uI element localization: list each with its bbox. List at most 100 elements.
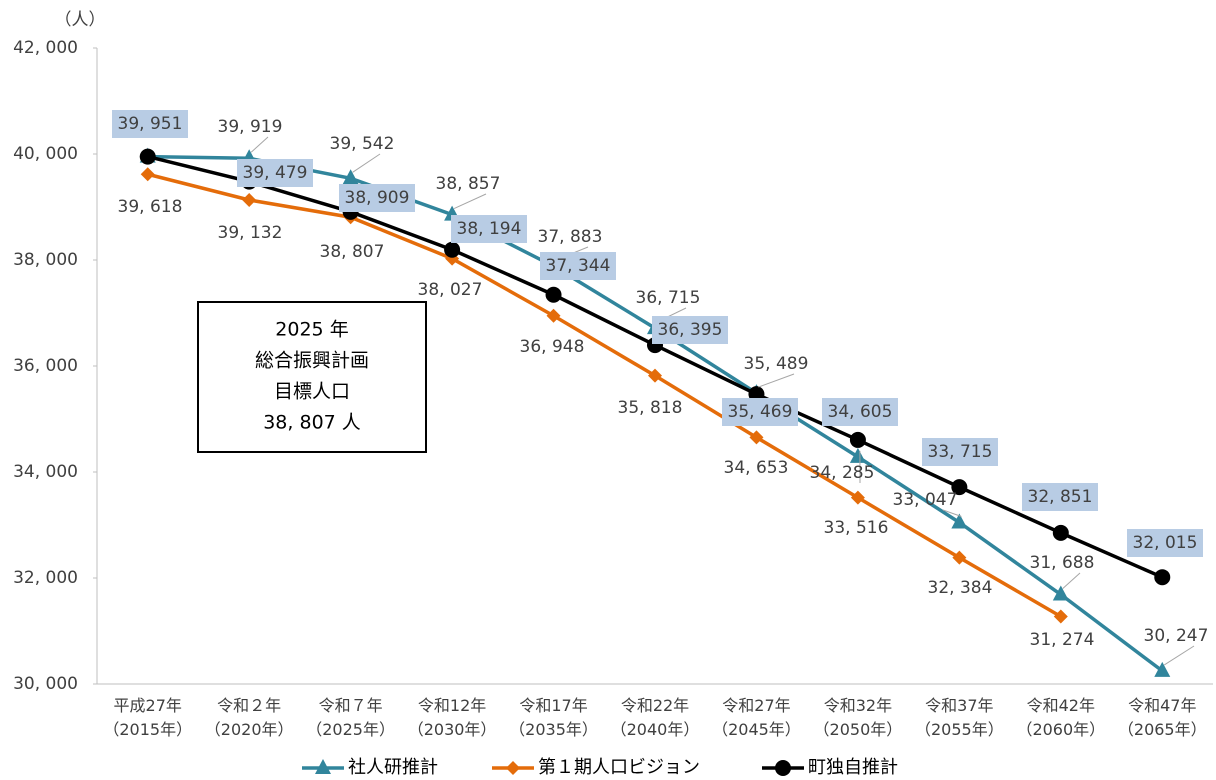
data-label: 35, 469: [728, 402, 793, 422]
data-label: 33, 715: [928, 442, 993, 462]
y-tick-label: 34, 000: [13, 462, 78, 482]
marker: [849, 447, 866, 463]
leader-line: [250, 136, 269, 153]
marker: [749, 430, 764, 445]
label-box: [1127, 529, 1203, 557]
annotation-text: 目標人口: [274, 381, 350, 403]
marker: [775, 760, 791, 776]
data-label: 39, 951: [118, 114, 183, 134]
marker: [849, 431, 866, 448]
marker: [850, 490, 865, 505]
data-label: 39, 132: [218, 223, 283, 243]
data-label: 30, 247: [1144, 626, 1209, 646]
data-label: 37, 344: [546, 256, 611, 276]
annotation-text: 38, 807 人: [263, 412, 361, 434]
label-box: [339, 184, 415, 212]
marker: [546, 308, 561, 323]
data-label: 34, 605: [828, 402, 893, 422]
data-label: 39, 542: [330, 134, 395, 154]
leader-line: [942, 509, 962, 517]
label-box: [1022, 483, 1098, 511]
data-label: 33, 516: [824, 518, 889, 538]
data-label: 32, 851: [1028, 487, 1093, 507]
marker: [1052, 585, 1069, 601]
label-box: [822, 398, 898, 426]
data-label: 31, 688: [1030, 553, 1095, 573]
marker: [952, 550, 967, 565]
label-box: [652, 316, 728, 344]
marker: [1053, 609, 1068, 624]
x-tick-label: 令和12年 （2030年）: [407, 696, 497, 739]
x-tick-label: 令和２年 （2020年）: [204, 696, 294, 739]
x-tick-label: 令和32年 （2050年）: [813, 696, 903, 739]
legend-label: 社人研推計: [348, 757, 438, 778]
marker: [139, 148, 156, 165]
marker: [342, 169, 359, 185]
data-label: 35, 818: [618, 398, 683, 418]
x-tick-label: 令和17年 （2035年）: [509, 696, 598, 739]
data-label: 33, 047: [893, 490, 958, 510]
marker: [1052, 524, 1069, 541]
annotation-text: 総合振興計画: [255, 350, 369, 372]
marker: [951, 479, 968, 496]
data-label: 32, 015: [1133, 533, 1198, 553]
data-label: 37, 883: [538, 227, 603, 247]
marker: [140, 167, 155, 182]
label-box: [722, 398, 798, 426]
data-label: 34, 653: [724, 458, 789, 478]
data-label: 38, 194: [457, 219, 522, 239]
x-tick-label: 令和22年 （2040年）: [610, 696, 700, 739]
x-tick-label: 令和42年 （2060年）: [1016, 696, 1106, 739]
data-label: 34, 285: [810, 463, 875, 483]
legend-label: 第１期人口ビジョン: [538, 757, 700, 778]
data-label: 38, 909: [345, 188, 410, 208]
leader-line: [1164, 645, 1195, 666]
marker: [648, 368, 662, 383]
y-tick-label: 32, 000: [13, 568, 78, 588]
legend-label: 町独自推計: [808, 757, 898, 778]
label-box: [237, 159, 313, 187]
x-tick-label: 令和47年 （2065年）: [1117, 696, 1207, 739]
marker: [242, 193, 257, 208]
data-label: 39, 618: [118, 197, 183, 217]
y-tick-label: 40, 000: [13, 144, 78, 164]
x-tick-label: 令和37年 （2055年）: [914, 696, 1004, 739]
data-label: 36, 395: [658, 320, 723, 340]
marker: [1154, 661, 1171, 677]
annotation-box: [197, 301, 427, 453]
leader-line: [352, 153, 381, 173]
leader-line: [758, 373, 795, 388]
y-tick-label: 30, 000: [13, 674, 78, 694]
series-line: [147, 172, 1062, 618]
label-box: [112, 110, 188, 138]
y-tick-label: 38, 000: [13, 250, 78, 270]
marker: [545, 286, 562, 303]
label-box: [922, 438, 998, 466]
data-label: 39, 919: [218, 117, 283, 137]
leader-line: [453, 193, 487, 210]
annotation-text: 2025 年: [275, 319, 348, 341]
marker: [506, 761, 520, 775]
label-box: [540, 252, 616, 280]
x-tick-label: 令和７年 （2025年）: [306, 696, 395, 739]
y-tick-label: 36, 000: [13, 356, 78, 376]
data-label: 32, 384: [928, 578, 993, 598]
marker: [951, 513, 968, 529]
y-tick-label: 42, 000: [13, 38, 78, 58]
x-tick-label: 令和27年 （2045年）: [712, 696, 801, 739]
x-tick-label: 平成27年 （2015年）: [103, 696, 193, 739]
leader-line: [1062, 572, 1081, 589]
data-label: 35, 489: [744, 354, 809, 374]
data-label: 38, 027: [418, 280, 483, 300]
y-unit: （人）: [55, 10, 106, 30]
marker: [315, 759, 331, 774]
data-label: 38, 807: [320, 242, 385, 262]
data-label: 36, 948: [520, 337, 585, 357]
data-label: 31, 274: [1030, 630, 1095, 650]
marker: [1154, 569, 1171, 586]
data-label: 38, 857: [436, 174, 501, 194]
data-label: 39, 479: [243, 163, 308, 183]
marker: [444, 241, 461, 258]
